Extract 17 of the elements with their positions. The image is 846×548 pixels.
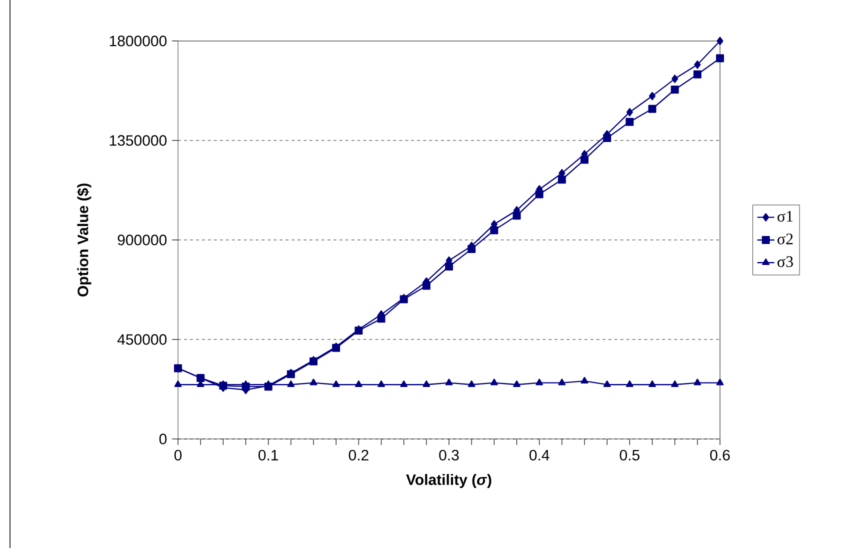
legend-label: σ3 (778, 256, 793, 268)
x-tick-label: 0 (174, 450, 182, 460)
y-tick-label: 900000 (118, 234, 167, 246)
x-tick-label: 0.5 (620, 450, 640, 460)
legend-label: σ1 (778, 210, 793, 222)
y-axis-title: Option Value ($) (76, 184, 92, 296)
x-tick-label: 0.3 (439, 450, 459, 460)
y-tick-label: 450000 (117, 334, 167, 345)
y-tick-label: 1350000 (110, 135, 167, 146)
x-tick-label: 0.6 (710, 450, 730, 460)
y-tick-label: 1800000 (110, 36, 167, 46)
x-tick-label: 0.2 (348, 450, 368, 460)
y-tick-label: 0 (159, 434, 167, 444)
x-axis-title: Volatility (σ) (406, 474, 492, 488)
legend-label: σ2 (778, 234, 793, 244)
x-tick-label: 0.4 (530, 450, 550, 460)
x-tick-label: 0.1 (258, 450, 278, 460)
